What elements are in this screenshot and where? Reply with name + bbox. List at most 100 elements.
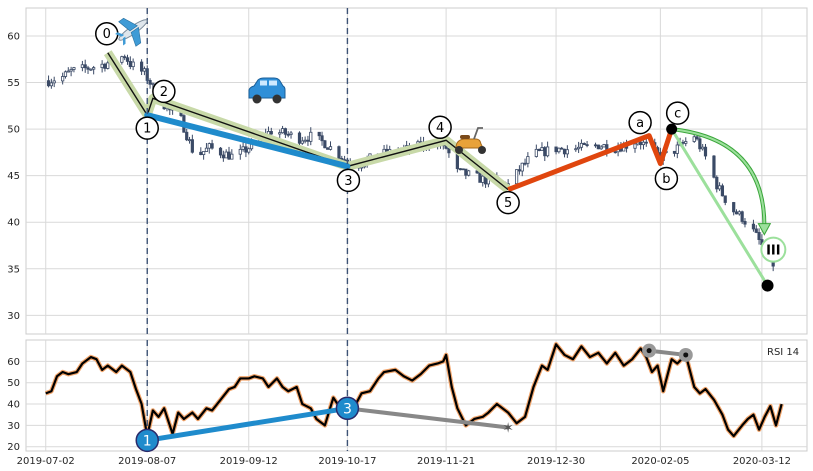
scooter-body: [455, 138, 484, 149]
candle-body: [579, 142, 584, 148]
wave-label-circle: [496, 190, 520, 215]
candle-body: [672, 150, 677, 154]
candle-body: [320, 135, 324, 142]
wave-label-text: III: [766, 244, 781, 259]
projection-arrow-head: [757, 223, 772, 236]
wave-label-circle: [654, 166, 679, 191]
x-tick-label: 2019-12-30: [527, 456, 585, 467]
candle-body: [447, 147, 451, 154]
candle-body: [534, 148, 538, 157]
scooter-icon: [455, 127, 486, 154]
candle-body: [46, 80, 51, 87]
candle-body: [269, 131, 273, 135]
candle-body: [565, 149, 569, 155]
rsi-divergence-marker: [335, 396, 360, 421]
wave-label-circle: [152, 79, 176, 104]
x-tick-label: 2019-07-02: [17, 456, 75, 467]
rsi-tick-label: 50: [7, 378, 20, 389]
wave-label-text: 4: [436, 121, 444, 136]
candle-body: [289, 132, 293, 135]
x-tick-label: 2019-11-21: [417, 456, 475, 467]
rsi-top-marker-center: [683, 352, 689, 358]
rsi-overlays: ✶: [44, 342, 784, 443]
candle-body: [613, 151, 617, 154]
wave-1-3-trendline: [144, 112, 351, 170]
wave-label-text: 2: [160, 85, 168, 100]
candle-body: [221, 154, 225, 159]
candle-body: [560, 147, 564, 150]
candle-body: [283, 128, 287, 135]
candle-body: [712, 155, 716, 178]
candle-body: [481, 175, 485, 183]
candle-body: [478, 172, 482, 183]
wave-label-text: 5: [504, 196, 512, 211]
candle-body: [517, 169, 522, 172]
candle-body: [754, 228, 758, 233]
scooter-handle: [473, 127, 483, 140]
candle-body: [125, 57, 130, 62]
x-tick-label: 2020-03-12: [733, 456, 791, 467]
candle-body: [142, 68, 147, 72]
candle-body: [230, 153, 234, 160]
x-tick-label: 2020-02-05: [631, 456, 689, 467]
candle-body: [80, 64, 84, 69]
candle-body: [151, 82, 155, 85]
candle-body: [675, 144, 679, 154]
candle-body: [520, 162, 524, 172]
candle-body: [757, 232, 761, 240]
price-tick-label: 35: [7, 264, 20, 275]
car-icon: [248, 77, 286, 104]
car-window: [269, 80, 277, 86]
candle-body: [306, 139, 310, 142]
scooter-seat: [460, 135, 470, 139]
candle-body: [546, 146, 550, 157]
abc-correction-line: [507, 128, 675, 192]
candle-body: [207, 143, 211, 149]
candle-body: [692, 136, 696, 142]
car-wheel: [272, 94, 282, 104]
candle-body: [139, 61, 144, 72]
candle-body: [695, 136, 699, 140]
candle-body: [61, 76, 65, 82]
candle-body: [751, 223, 756, 230]
candle-body: [66, 70, 70, 73]
wave-label-text: b: [662, 172, 670, 187]
candle-body: [737, 211, 741, 215]
wave-label-text: c: [674, 107, 681, 122]
candle-body: [72, 67, 76, 70]
rsi-tick-label: 60: [7, 357, 20, 368]
car-window: [260, 80, 267, 86]
candle-body: [103, 63, 107, 69]
price-tick-label: 55: [7, 78, 20, 89]
rsi-divergence-marker: [135, 428, 159, 453]
rsi-divergence-label: 3: [343, 401, 352, 417]
candle-body: [599, 146, 603, 150]
candle-body: [543, 147, 547, 157]
airplane-wings: [118, 17, 142, 47]
candle-body: [554, 146, 558, 153]
wave-label-text: 3: [344, 174, 352, 189]
projection-arrow-inner: [671, 128, 766, 230]
candle-body: [526, 156, 530, 164]
rsi-tick-label: 30: [7, 421, 20, 432]
star-icon: ✶: [502, 421, 514, 437]
candle-body: [723, 195, 727, 203]
wave-label-circle: [135, 116, 159, 140]
airplane-icon: [115, 17, 148, 47]
candle-body: [562, 148, 567, 155]
rsi-tick-label: 20: [7, 442, 20, 453]
candle-body: [202, 151, 206, 155]
wave-label-circle: [665, 101, 690, 125]
candle-body: [633, 143, 637, 149]
candle-body: [106, 62, 110, 69]
candle-body: [537, 148, 541, 151]
candle-body: [286, 133, 290, 136]
candle-body: [86, 67, 90, 70]
candle-body: [458, 168, 462, 171]
candle-body: [681, 141, 685, 144]
candle-body: [523, 162, 527, 165]
scooter-wheel: [455, 146, 463, 154]
candle-body: [337, 146, 341, 159]
price-tick-label: 50: [7, 125, 20, 136]
